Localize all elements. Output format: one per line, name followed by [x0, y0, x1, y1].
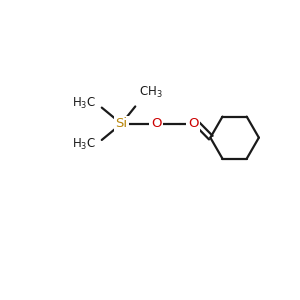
Text: O: O: [188, 117, 198, 130]
Text: H$_3$C: H$_3$C: [72, 95, 96, 110]
Text: H$_3$C: H$_3$C: [72, 137, 96, 152]
Text: CH$_3$: CH$_3$: [139, 84, 162, 100]
Text: Si: Si: [115, 117, 128, 130]
Text: O: O: [151, 117, 161, 130]
